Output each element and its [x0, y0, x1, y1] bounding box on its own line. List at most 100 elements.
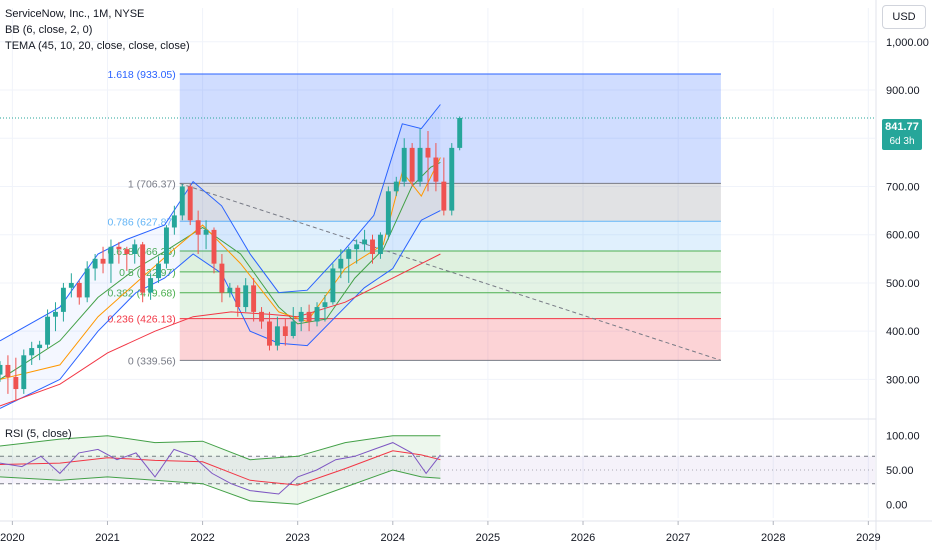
- candle-body: [100, 258, 106, 264]
- candle: [148, 273, 154, 300]
- candle-body: [362, 239, 368, 245]
- time-tick-label: 2022: [190, 532, 214, 544]
- last-price-label: 841.77 6d 3h: [882, 119, 922, 150]
- bar-countdown: 6d 3h: [889, 136, 915, 147]
- candle-body: [322, 302, 328, 308]
- candle-body: [393, 181, 399, 192]
- candle-body: [330, 268, 336, 303]
- candle: [441, 157, 447, 216]
- candle: [425, 131, 431, 192]
- candle-body: [5, 364, 11, 377]
- candle: [401, 138, 407, 187]
- candle-body: [0, 364, 3, 375]
- candle: [393, 176, 399, 197]
- candle: [5, 355, 11, 394]
- rsi-bb-lower: [0, 469, 441, 505]
- price-tick-label: 400.00: [886, 326, 920, 338]
- candle-body: [243, 285, 249, 308]
- price-tick-label: 600.00: [886, 230, 920, 242]
- candle: [108, 239, 114, 283]
- candle: [187, 184, 193, 226]
- candle-body: [219, 263, 225, 293]
- candle-body: [377, 234, 383, 254]
- candle-body: [68, 282, 74, 288]
- candle-body: [259, 311, 265, 322]
- rsi-tick-label: 50.00: [886, 465, 914, 477]
- fib-trend-line: [179, 182, 722, 361]
- time-tick-label: 2026: [571, 532, 595, 544]
- candle: [362, 229, 368, 252]
- symbol-title[interactable]: ServiceNow, Inc., 1M, NYSE: [5, 8, 145, 20]
- candle-body: [84, 268, 90, 298]
- candle: [449, 143, 455, 216]
- rsi-indicator-legend[interactable]: RSI (5, close): [5, 428, 72, 440]
- bb-indicator-legend[interactable]: BB (6, close, 2, 0): [5, 24, 93, 36]
- candle: [235, 285, 241, 317]
- candle: [116, 241, 122, 264]
- candle: [243, 278, 249, 312]
- candle-body: [251, 285, 257, 312]
- candle: [53, 302, 58, 332]
- candle-body: [187, 186, 193, 221]
- candle: [330, 263, 336, 305]
- candle-body: [282, 326, 288, 336]
- candle-body: [45, 316, 51, 345]
- candle-body: [179, 186, 185, 216]
- candle: [282, 319, 288, 346]
- candle: [457, 116, 463, 151]
- candle-body: [401, 147, 407, 182]
- fib-level-label: 0.382 (479.68): [107, 288, 175, 300]
- time-tick-label: 2023: [285, 532, 309, 544]
- candle-body: [163, 227, 169, 264]
- candle: [13, 357, 19, 402]
- candle: [195, 210, 201, 254]
- candle-body: [13, 377, 19, 390]
- candle-body: [274, 326, 280, 346]
- candle: [132, 239, 138, 264]
- candle-body: [441, 181, 447, 211]
- candle-body: [425, 147, 431, 158]
- candle: [385, 186, 391, 240]
- candle: [370, 234, 375, 264]
- candle: [267, 311, 272, 351]
- price-tick-label: 700.00: [886, 181, 920, 193]
- candle: [45, 309, 51, 349]
- candle: [338, 249, 344, 279]
- candle-body: [29, 348, 35, 356]
- candle: [92, 254, 98, 281]
- candle-body: [449, 147, 455, 211]
- candle-body: [235, 287, 241, 308]
- candle-body: [370, 239, 375, 254]
- candle: [433, 143, 439, 192]
- candle: [354, 239, 360, 264]
- candle-body: [156, 263, 161, 279]
- tema-indicator-legend[interactable]: TEMA (45, 10, 20, close, close, close): [5, 40, 190, 52]
- rsi-bb-fill: [0, 435, 441, 505]
- candle-body: [195, 220, 201, 235]
- candle: [251, 278, 257, 322]
- time-tick-label: 2028: [761, 532, 785, 544]
- time-tick-label: 2025: [476, 532, 500, 544]
- rsi-tick-label: 100.00: [886, 431, 920, 443]
- candle-body: [385, 191, 391, 235]
- candle: [171, 205, 177, 235]
- time-tick-label: 2024: [381, 532, 405, 544]
- candle-body: [116, 246, 122, 250]
- candle-body: [60, 287, 66, 312]
- candle: [322, 295, 328, 322]
- time-tick-label: 2029: [856, 532, 880, 544]
- candle-body: [171, 215, 177, 228]
- candle-body: [92, 258, 98, 269]
- candle-body: [227, 287, 233, 293]
- currency-button[interactable]: USD: [882, 5, 926, 29]
- candle-body: [132, 244, 138, 254]
- time-tick-label: 2027: [666, 532, 690, 544]
- candle-body: [314, 307, 320, 322]
- candle-body: [298, 311, 304, 322]
- candle: [211, 227, 217, 274]
- candle: [21, 349, 27, 394]
- fib-level-label: 1 (706.37): [128, 178, 176, 190]
- candle-body: [21, 355, 27, 390]
- price-tick-label: 300.00: [886, 374, 920, 386]
